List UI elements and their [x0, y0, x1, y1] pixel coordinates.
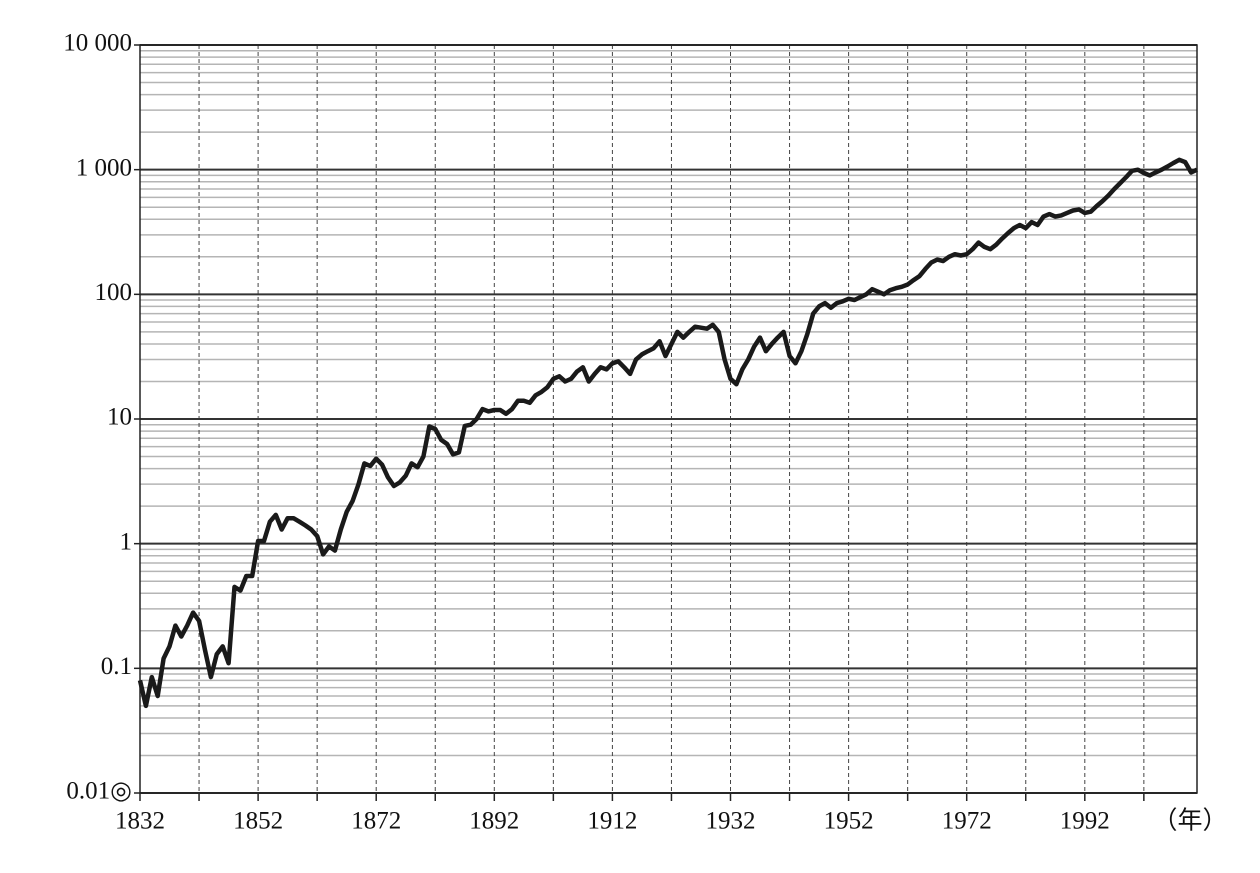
y-tick-label: 0.01◎: [66, 778, 132, 805]
x-tick-label: 1872: [351, 808, 401, 835]
y-tick-label: 10: [107, 404, 132, 431]
y-tick-label: 1: [120, 528, 133, 555]
y-tick-label: 0.1: [101, 653, 132, 680]
y-tick-label: 100: [95, 279, 133, 306]
x-tick-label: 1972: [942, 808, 992, 835]
x-tick-label: 1892: [469, 808, 519, 835]
data-line: [137, 157, 1198, 709]
x-tick-label: 1932: [706, 808, 756, 835]
y-tick-label: 1 000: [76, 154, 132, 181]
x-tick-label: 1832: [115, 808, 165, 835]
x-tick-label: 1952: [824, 808, 874, 835]
x-tick-label: 1992: [1060, 808, 1110, 835]
x-axis-label: （年）: [1152, 807, 1227, 835]
plot-frame: [139, 44, 1198, 794]
x-tick-label: 1912: [587, 808, 637, 835]
y-tick-label: 10 000: [63, 30, 132, 57]
x-tick-label: 1852: [233, 808, 283, 835]
